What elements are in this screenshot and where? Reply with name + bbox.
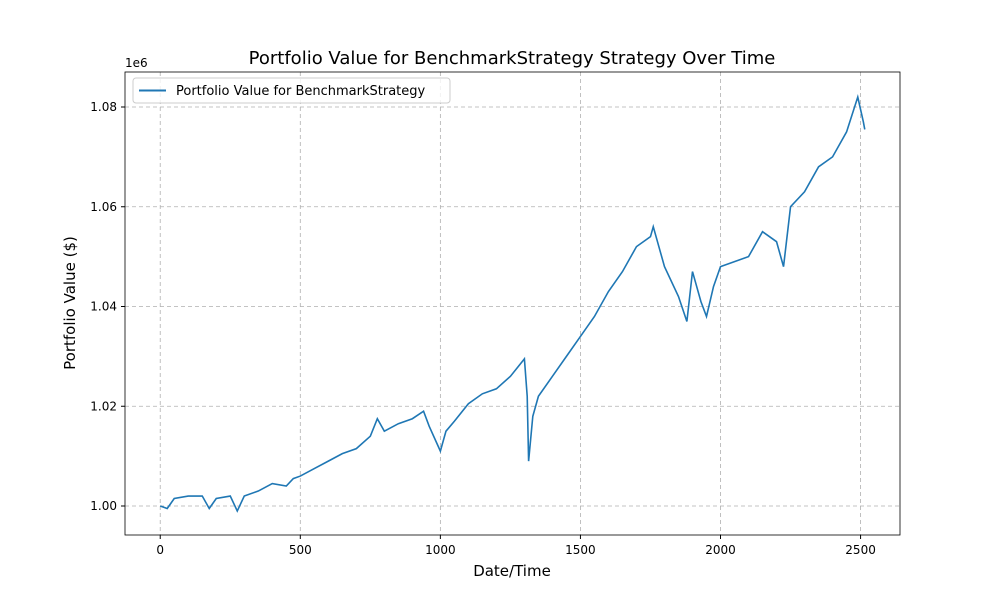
chart-title: Portfolio Value for BenchmarkStrategy St… [249,48,776,69]
x-tick-label: 0 [156,543,164,557]
y-tick-label: 1.06 [90,200,117,214]
x-tick-label: 1500 [565,543,596,557]
line [159,93,866,513]
x-tick-label: 2000 [705,543,736,557]
legend-box [132,77,451,104]
x-axis-label: Date/Time [473,562,551,580]
y-offset-label: 1e6 [125,56,148,70]
y-tick-label: 1.08 [90,100,117,114]
y-tick-label: 1.00 [90,499,117,513]
legend-label: Portfolio Value for BenchmarkStrategy [176,84,426,99]
x-tick-label: 1000 [425,543,456,557]
x-tick-label: 500 [289,543,312,557]
y-tick-label: 1.04 [90,300,117,314]
x-tick-label: 2500 [845,543,876,557]
y-tick-label: 1.02 [90,399,117,413]
plot-frame [124,71,901,536]
y-axis-label: Portfolio Value ($) [61,236,79,370]
